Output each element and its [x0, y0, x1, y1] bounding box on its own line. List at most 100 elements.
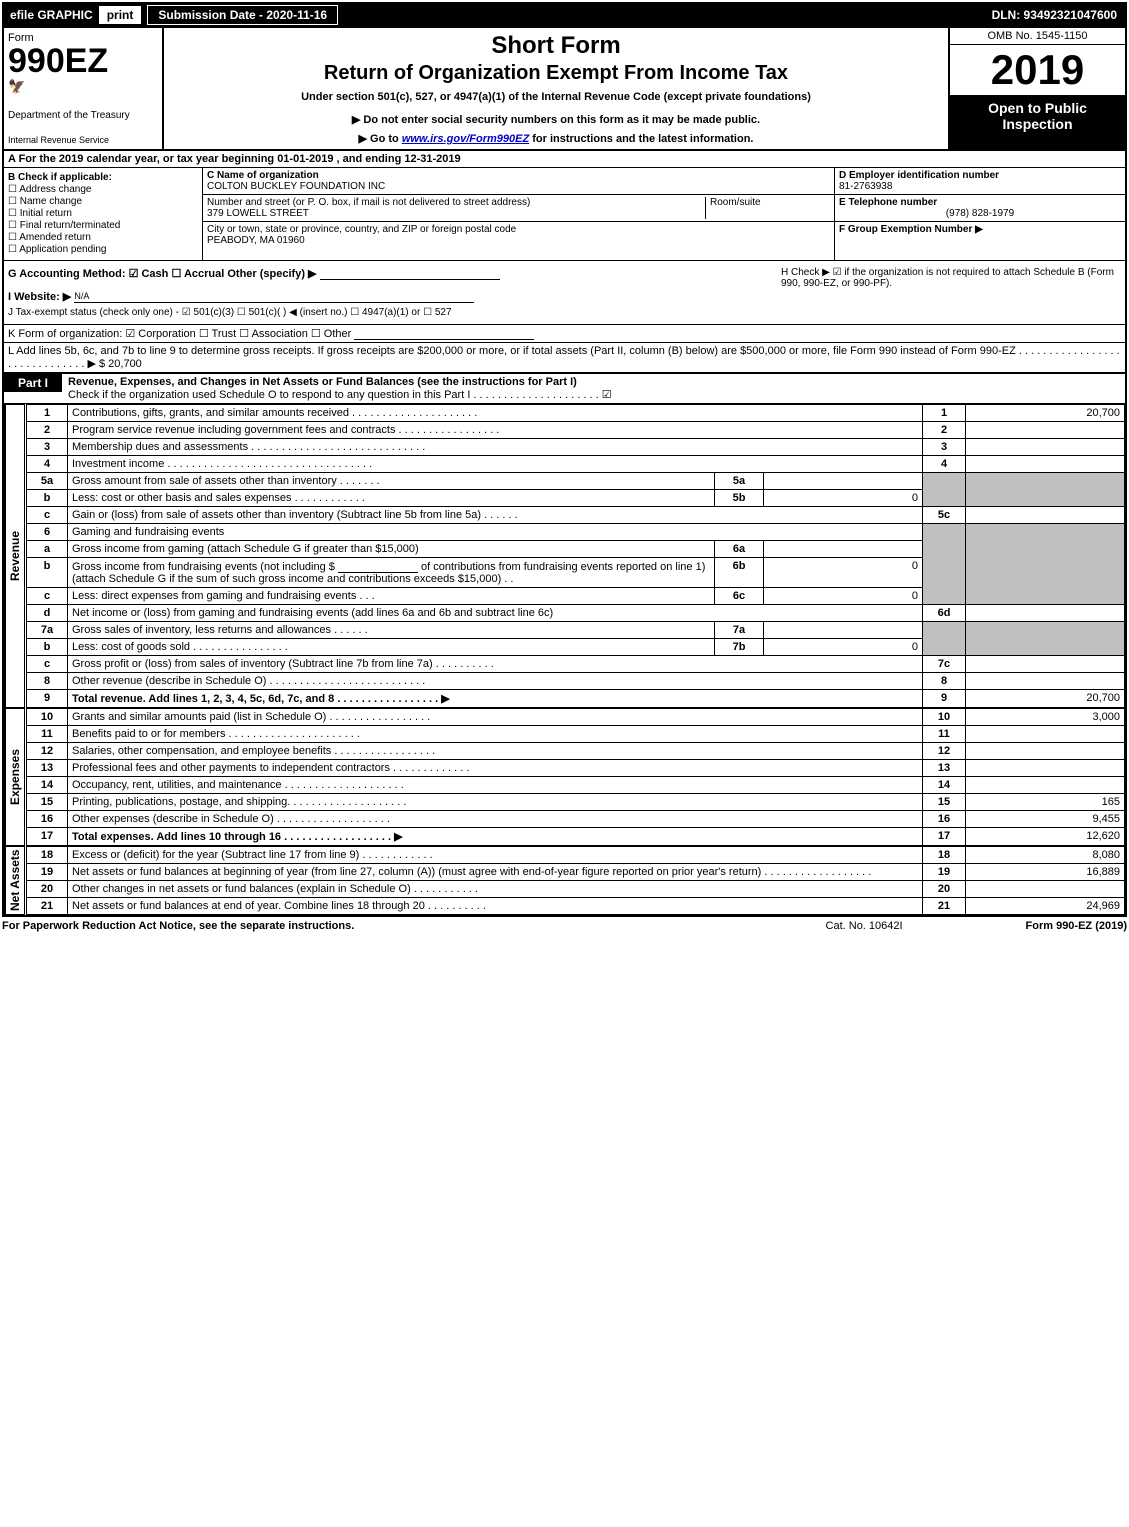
ein-lbl: D Employer identification number	[839, 170, 1121, 181]
dept-treasury: Department of the Treasury	[8, 110, 158, 121]
entity-block: B Check if applicable: ☐ Address change …	[2, 168, 1127, 261]
box-e: E Telephone number (978) 828-1979	[835, 195, 1125, 222]
line-1: 1Contributions, gifts, grants, and simil…	[27, 405, 1125, 422]
row-h: H Check ▶ ☑ if the organization is not r…	[781, 267, 1121, 318]
chk-address-change[interactable]: ☐ Address change	[8, 184, 198, 195]
expenses-section: Expenses 10Grants and similar amounts pa…	[2, 708, 1127, 846]
part1-label: Part I	[4, 374, 62, 392]
revenue-table: 1Contributions, gifts, grants, and simil…	[26, 404, 1125, 708]
netassets-table: 18Excess or (deficit) for the year (Subt…	[26, 846, 1125, 915]
paperwork-notice: For Paperwork Reduction Act Notice, see …	[2, 920, 826, 932]
row-k: K Form of organization: ☑ Corporation ☐ …	[2, 325, 1127, 343]
row-l: L Add lines 5b, 6c, and 7b to line 9 to …	[2, 343, 1127, 373]
goto-link[interactable]: www.irs.gov/Form990EZ	[402, 133, 529, 145]
form-number: 990EZ	[8, 44, 158, 78]
line-2: 2Program service revenue including gover…	[27, 422, 1125, 439]
city-lbl: City or town, state or province, country…	[207, 224, 830, 235]
submission-date-wrap: Submission Date - 2020-11-16	[147, 5, 338, 25]
line-21: 21Net assets or fund balances at end of …	[27, 898, 1125, 915]
revenue-section: Revenue 1Contributions, gifts, grants, a…	[2, 404, 1127, 708]
omb-number: OMB No. 1545-1150	[950, 28, 1125, 45]
box-b: B Check if applicable: ☐ Address change …	[4, 168, 203, 260]
line-11: 11Benefits paid to or for members . . . …	[27, 726, 1125, 743]
box-c: C Name of organization COLTON BUCKLEY FO…	[203, 168, 834, 260]
line-9: 9Total revenue. Add lines 1, 2, 3, 4, 5c…	[27, 690, 1125, 708]
chk-name-change[interactable]: ☐ Name change	[8, 196, 198, 207]
row-k-text: K Form of organization: ☑ Corporation ☐ …	[8, 328, 351, 340]
street-lbl: Number and street (or P. O. box, if mail…	[207, 197, 701, 208]
line-6: 6Gaming and fundraising events	[27, 524, 1125, 541]
line-20: 20Other changes in net assets or fund ba…	[27, 881, 1125, 898]
website-field[interactable]: N/A	[74, 290, 474, 303]
line-7c: cGross profit or (loss) from sales of in…	[27, 656, 1125, 673]
part1-title: Revenue, Expenses, and Changes in Net As…	[68, 376, 577, 388]
row-ghij: G Accounting Method: ☑ Cash ☐ Accrual Ot…	[2, 261, 1127, 325]
box-def: D Employer identification number 81-2763…	[834, 168, 1125, 260]
dln-label: DLN: 93492321047600	[992, 8, 1125, 22]
line-5c: cGain or (loss) from sale of assets othe…	[27, 507, 1125, 524]
row-i: I Website: ▶ N/A	[8, 290, 781, 303]
cat-no: Cat. No. 10642I	[826, 920, 1026, 932]
treasury-icon: 🦅	[8, 78, 158, 95]
other-specify-field[interactable]	[320, 267, 500, 280]
line-18: 18Excess or (deficit) for the year (Subt…	[27, 847, 1125, 864]
dept-irs: Internal Revenue Service	[8, 135, 158, 145]
box-f: F Group Exemption Number ▶	[835, 222, 1125, 237]
under-section: Under section 501(c), 527, or 4947(a)(1)…	[172, 91, 940, 103]
row-l-text: L Add lines 5b, 6c, and 7b to line 9 to …	[8, 345, 1120, 370]
tax-year: 2019	[950, 45, 1125, 96]
room-lbl: Room/suite	[710, 197, 830, 208]
line-15: 15Printing, publications, postage, and s…	[27, 794, 1125, 811]
other-org-field[interactable]	[354, 327, 534, 340]
open-to-public: Open to Public Inspection	[950, 96, 1125, 149]
goto-post: for instructions and the latest informat…	[532, 133, 753, 145]
print-button[interactable]: print	[99, 6, 142, 24]
org-name-cell: C Name of organization COLTON BUCKLEY FO…	[203, 168, 834, 195]
top-bar: efile GRAPHIC print Submission Date - 20…	[2, 2, 1127, 28]
line-17: 17Total expenses. Add lines 10 through 1…	[27, 828, 1125, 846]
street-val: 379 LOWELL STREET	[207, 208, 701, 219]
tel-lbl: E Telephone number	[839, 197, 1121, 208]
line-7a: 7aGross sales of inventory, less returns…	[27, 622, 1125, 639]
form-footer: Form 990-EZ (2019)	[1026, 920, 1127, 932]
line-12: 12Salaries, other compensation, and empl…	[27, 743, 1125, 760]
contrib-field[interactable]	[338, 560, 418, 573]
header-right: OMB No. 1545-1150 2019 Open to Public In…	[948, 28, 1125, 149]
line-4: 4Investment income . . . . . . . . . . .…	[27, 456, 1125, 473]
org-name: COLTON BUCKLEY FOUNDATION INC	[207, 181, 830, 192]
chk-final-return[interactable]: ☐ Final return/terminated	[8, 220, 198, 231]
header-mid: Short Form Return of Organization Exempt…	[164, 28, 948, 149]
open-public-2: Inspection	[952, 116, 1123, 132]
netassets-vlabel: Net Assets	[4, 846, 25, 915]
goto-pre: ▶ Go to	[359, 133, 402, 145]
expenses-vlabel: Expenses	[4, 708, 25, 846]
group-lbl: F Group Exemption Number ▶	[839, 224, 983, 235]
chk-initial-return[interactable]: ☐ Initial return	[8, 208, 198, 219]
street-cell: Number and street (or P. O. box, if mail…	[203, 195, 834, 222]
efile-label: efile GRAPHIC	[4, 8, 99, 22]
expenses-table: 10Grants and similar amounts paid (list …	[26, 708, 1125, 846]
line-14: 14Occupancy, rent, utilities, and mainte…	[27, 777, 1125, 794]
row-a-tax-year: A For the 2019 calendar year, or tax yea…	[2, 151, 1127, 168]
row-j: J Tax-exempt status (check only one) - ☑…	[8, 307, 781, 318]
line-8: 8Other revenue (describe in Schedule O) …	[27, 673, 1125, 690]
header-left: Form 990EZ 🦅 Department of the Treasury …	[4, 28, 164, 149]
ein-val: 81-2763938	[839, 181, 1121, 192]
line-5a: 5aGross amount from sale of assets other…	[27, 473, 1125, 490]
line-16: 16Other expenses (describe in Schedule O…	[27, 811, 1125, 828]
line-13: 13Professional fees and other payments t…	[27, 760, 1125, 777]
city-cell: City or town, state or province, country…	[203, 222, 834, 248]
box-d: D Employer identification number 81-2763…	[835, 168, 1125, 195]
part1-title-wrap: Revenue, Expenses, and Changes in Net As…	[62, 374, 1125, 403]
part1-subtitle: Check if the organization used Schedule …	[68, 389, 612, 401]
short-form-title: Short Form	[172, 32, 940, 60]
row-i-lbl: I Website: ▶	[8, 291, 71, 303]
open-public-1: Open to Public	[952, 100, 1123, 116]
chk-amended[interactable]: ☐ Amended return	[8, 232, 198, 243]
row-g-text: G Accounting Method: ☑ Cash ☐ Accrual Ot…	[8, 268, 317, 280]
do-not-enter: ▶ Do not enter social security numbers o…	[172, 113, 940, 126]
line-6d: dNet income or (loss) from gaming and fu…	[27, 605, 1125, 622]
return-of-title: Return of Organization Exempt From Incom…	[172, 62, 940, 85]
city-val: PEABODY, MA 01960	[207, 235, 830, 246]
chk-pending[interactable]: ☐ Application pending	[8, 244, 198, 255]
